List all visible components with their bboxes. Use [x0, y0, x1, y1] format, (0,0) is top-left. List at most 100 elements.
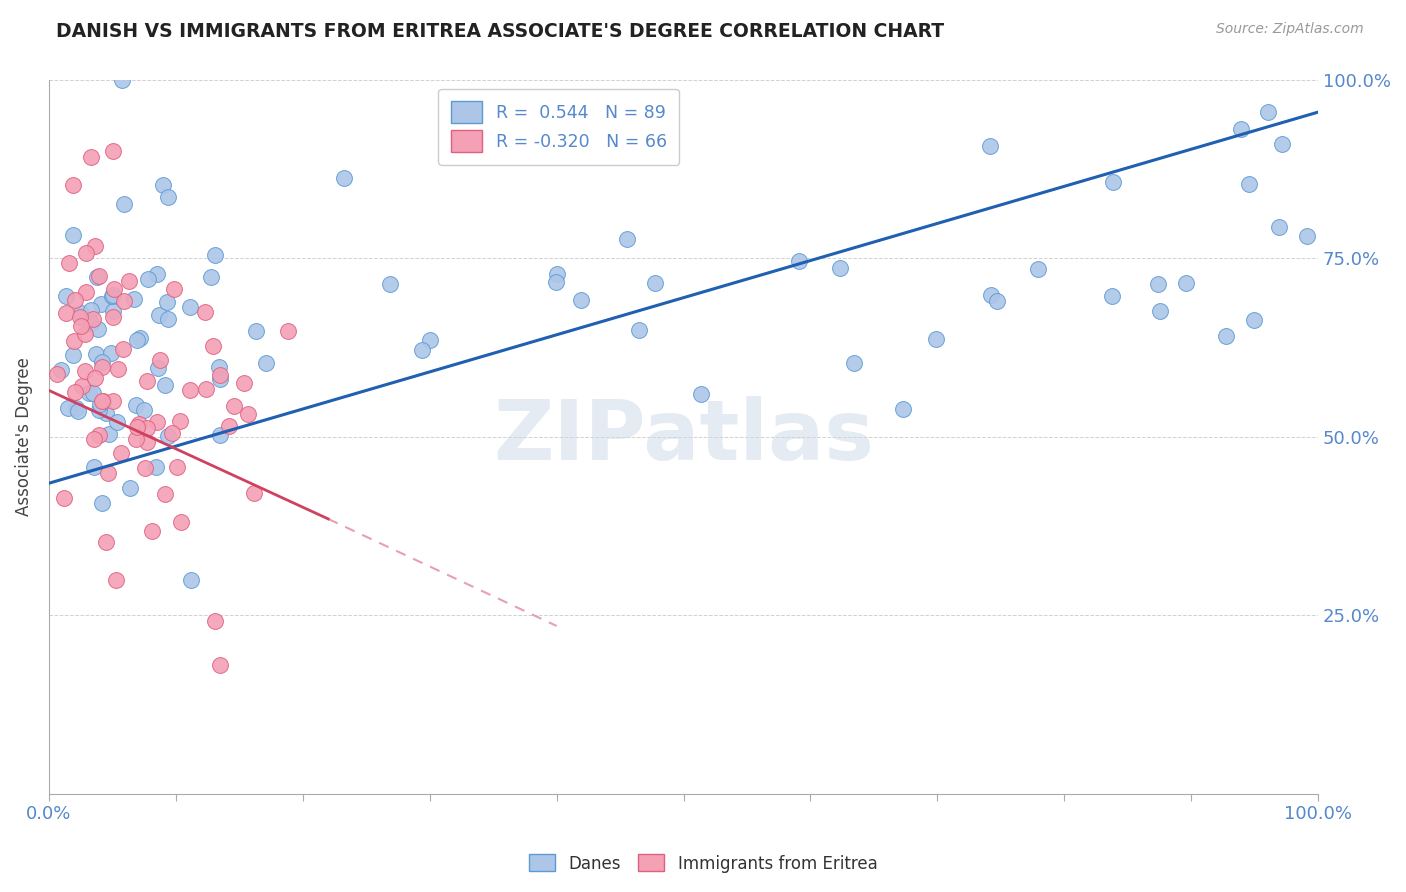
Point	[118, 481, 141, 495]
Point	[153, 486, 176, 500]
Point	[125, 420, 148, 434]
Point	[132, 402, 155, 417]
Point	[148, 308, 170, 322]
Point	[75, 246, 97, 260]
Y-axis label: Associate's Degree: Associate's Degree	[15, 358, 32, 516]
Point	[1268, 220, 1291, 235]
Point	[242, 485, 264, 500]
Point	[179, 300, 201, 314]
Point	[110, 446, 132, 460]
Point	[118, 274, 141, 288]
Point	[105, 574, 128, 588]
Point	[107, 361, 129, 376]
Point	[58, 256, 80, 270]
Point	[627, 323, 650, 337]
Point	[1239, 177, 1261, 191]
Point	[62, 348, 84, 362]
Point	[153, 378, 176, 392]
Point	[52, 491, 75, 505]
Point	[94, 405, 117, 419]
Point	[90, 355, 112, 369]
Point	[1149, 304, 1171, 318]
Point	[222, 399, 245, 413]
Point	[80, 316, 103, 330]
Point	[129, 331, 152, 345]
Point	[101, 288, 124, 302]
Text: ZIPatlas: ZIPatlas	[494, 396, 875, 477]
Point	[644, 276, 666, 290]
Point	[87, 428, 110, 442]
Point	[163, 282, 186, 296]
Point	[380, 277, 402, 291]
Point	[208, 372, 231, 386]
Point	[194, 382, 217, 396]
Point	[103, 310, 125, 325]
Point	[134, 461, 156, 475]
Point	[90, 360, 112, 375]
Point	[105, 415, 128, 429]
Point	[1101, 289, 1123, 303]
Point	[1296, 228, 1319, 243]
Point	[58, 401, 80, 415]
Point	[55, 289, 77, 303]
Point	[70, 318, 93, 333]
Point	[141, 524, 163, 538]
Point	[65, 401, 87, 415]
Point	[979, 139, 1001, 153]
Point	[980, 288, 1002, 302]
Point	[75, 285, 97, 299]
Point	[82, 385, 104, 400]
Point	[844, 356, 866, 370]
Point	[166, 459, 188, 474]
Point	[828, 261, 851, 276]
Point	[209, 658, 232, 673]
Point	[986, 294, 1008, 309]
Point	[84, 347, 107, 361]
Point	[101, 304, 124, 318]
Point	[924, 332, 946, 346]
Point	[200, 270, 222, 285]
Point	[146, 267, 169, 281]
Point	[90, 296, 112, 310]
Point	[218, 419, 240, 434]
Point	[87, 403, 110, 417]
Text: Source: ZipAtlas.com: Source: ZipAtlas.com	[1216, 22, 1364, 37]
Point	[103, 282, 125, 296]
Point	[70, 379, 93, 393]
Point	[169, 414, 191, 428]
Point	[98, 426, 121, 441]
Point	[45, 367, 67, 381]
Point	[156, 311, 179, 326]
Point	[112, 293, 135, 308]
Point	[66, 404, 89, 418]
Point	[112, 196, 135, 211]
Point	[101, 287, 124, 301]
Point	[149, 352, 172, 367]
Point	[1257, 105, 1279, 120]
Point	[79, 150, 101, 164]
Point	[333, 171, 356, 186]
Point	[87, 269, 110, 284]
Point	[111, 73, 134, 87]
Point	[63, 293, 86, 307]
Legend: Danes, Immigrants from Eritrea: Danes, Immigrants from Eritrea	[522, 847, 884, 880]
Point	[136, 374, 159, 388]
Point	[73, 364, 96, 378]
Point	[179, 383, 201, 397]
Point	[180, 573, 202, 587]
Point	[136, 420, 159, 434]
Point	[103, 394, 125, 409]
Point	[125, 398, 148, 412]
Point	[152, 178, 174, 193]
Point	[1230, 122, 1253, 136]
Point	[83, 460, 105, 475]
Point	[169, 515, 191, 529]
Point	[156, 190, 179, 204]
Legend: R =  0.544   N = 89, R = -0.320   N = 66: R = 0.544 N = 89, R = -0.320 N = 66	[439, 88, 679, 164]
Point	[91, 394, 114, 409]
Point	[55, 306, 77, 320]
Point	[136, 272, 159, 286]
Point	[83, 432, 105, 446]
Point	[204, 614, 226, 628]
Point	[208, 360, 231, 375]
